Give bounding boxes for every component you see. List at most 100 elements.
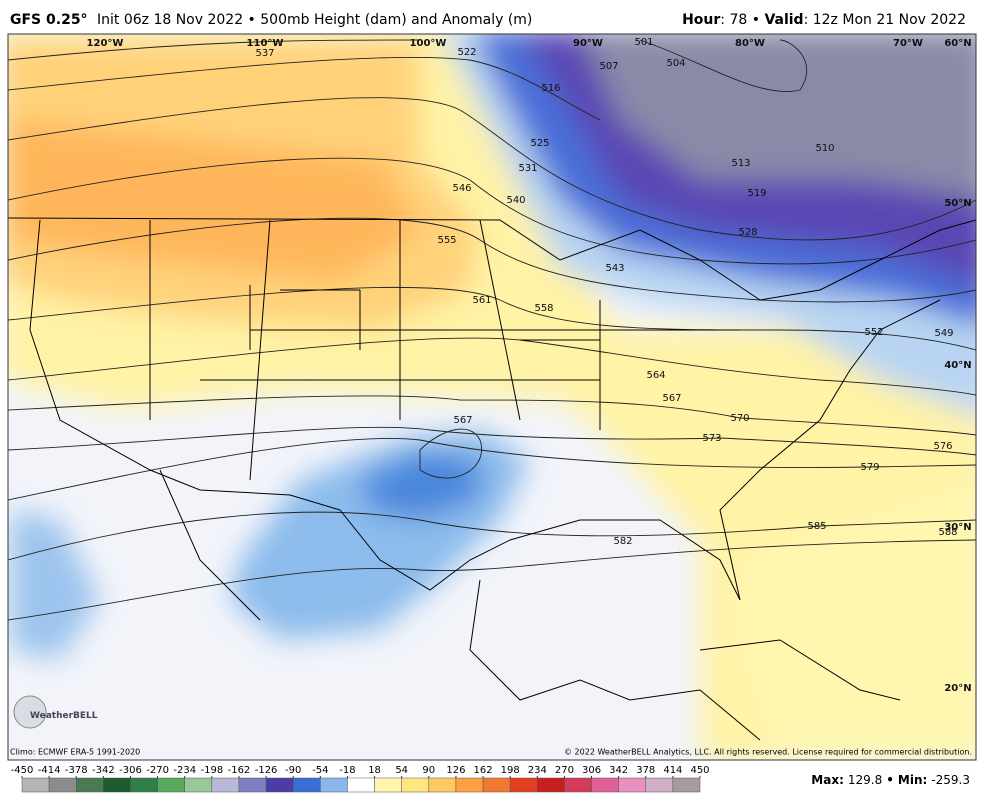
contour-label: 540 bbox=[506, 195, 525, 206]
contour-label: 561 bbox=[472, 295, 491, 306]
longitude-label: 110°W bbox=[247, 38, 284, 49]
colorbar-label: -234 bbox=[173, 765, 196, 776]
valid-time: Hour: 78 • Valid: 12z Mon 21 Nov 2022 bbox=[682, 12, 966, 28]
contour-label: 573 bbox=[702, 433, 721, 444]
map-frame bbox=[7, 33, 977, 761]
colorbar-swatch bbox=[482, 777, 511, 793]
colorbar-swatch bbox=[75, 777, 104, 793]
colorbar-swatch bbox=[265, 777, 294, 793]
contour-label: 570 bbox=[730, 413, 749, 424]
map: 120°W 110°W 100°W 90°W 80°W 70°W 60°N 50°N 40°N 3… bbox=[8, 34, 976, 760]
colorbar-label: 54 bbox=[395, 765, 408, 776]
longitude-label: 80°W bbox=[735, 38, 765, 49]
colorbar-label: 270 bbox=[555, 765, 574, 776]
colorbar-label: 198 bbox=[501, 765, 520, 776]
colorbar-label: 234 bbox=[528, 765, 547, 776]
colorbar-label: 342 bbox=[609, 765, 628, 776]
logo: WeatherBELL bbox=[13, 695, 98, 729]
colorbar-label: 90 bbox=[422, 765, 435, 776]
colorbar-label: -90 bbox=[285, 765, 301, 776]
colorbar-label: 306 bbox=[582, 765, 601, 776]
colorbar-label: 414 bbox=[663, 765, 682, 776]
stats-part: -259.3 bbox=[931, 773, 970, 787]
stats-part: Min: bbox=[898, 773, 927, 787]
title: Init 06z 18 Nov 2022 • 500mb Height (dam… bbox=[97, 12, 532, 28]
longitude-label: 70°W bbox=[893, 38, 923, 49]
colorbar-label: -18 bbox=[339, 765, 355, 776]
colorbar-swatch bbox=[591, 777, 619, 793]
colorbar-swatch bbox=[292, 777, 321, 793]
contour-label: 567 bbox=[662, 393, 681, 404]
colorbar-label: 126 bbox=[446, 765, 465, 776]
contour-label: 564 bbox=[646, 370, 665, 381]
contour-label: 576 bbox=[933, 441, 952, 452]
stats: Max: 129.8 • Min: -259.3 bbox=[811, 773, 970, 787]
model: GFS 0.25° bbox=[10, 12, 88, 28]
contour-label: 537 bbox=[255, 48, 274, 59]
colorbar-swatch bbox=[130, 777, 158, 793]
colorbar-swatch bbox=[184, 777, 213, 793]
contour-label: 525 bbox=[530, 138, 549, 149]
contour-label: 546 bbox=[452, 183, 471, 194]
colorbar-swatch bbox=[672, 777, 701, 793]
contour-label: 549 bbox=[934, 328, 953, 339]
longitude-label: 120°W bbox=[87, 38, 124, 49]
colorbar-label: 18 bbox=[368, 765, 381, 776]
logo-text: WeatherBELL bbox=[30, 711, 98, 721]
copyright: © 2022 WeatherBELL Analytics, LLC. All r… bbox=[564, 748, 972, 757]
colorbar-label: 450 bbox=[690, 765, 709, 776]
colorbar-swatch bbox=[238, 777, 267, 793]
colorbar-swatch bbox=[455, 777, 484, 793]
colorbar-label: -414 bbox=[38, 765, 61, 776]
contour-label: 510 bbox=[815, 143, 834, 154]
colorbar-swatch bbox=[374, 777, 402, 793]
colorbar-label: -342 bbox=[92, 765, 115, 776]
contour-label: 528 bbox=[738, 227, 757, 238]
contour-label: 543 bbox=[605, 263, 624, 274]
longitude-label: 60°N bbox=[944, 38, 971, 49]
contour-label: 501 bbox=[634, 37, 653, 48]
contour-label: 507 bbox=[599, 61, 618, 72]
colorbar-swatch bbox=[48, 777, 77, 793]
colorbar-swatch bbox=[645, 777, 674, 793]
colorbar-label: -126 bbox=[255, 765, 278, 776]
contour-label: 567 bbox=[453, 415, 472, 426]
colorbar-label: -54 bbox=[312, 765, 328, 776]
valid-part: : 78 • bbox=[720, 12, 764, 28]
valid-part: Hour bbox=[682, 12, 720, 28]
contour-label: 531 bbox=[518, 163, 537, 174]
colorbar-swatch bbox=[509, 777, 538, 793]
valid-part: : 12z Mon 21 Nov 2022 bbox=[804, 12, 966, 28]
colorbar-swatch bbox=[157, 777, 185, 793]
contour-label: 552 bbox=[864, 327, 883, 338]
colorbar-swatch bbox=[320, 777, 348, 793]
colorbar-label: -162 bbox=[228, 765, 251, 776]
colorbar-swatch bbox=[428, 777, 457, 793]
colorbar-swatch bbox=[401, 777, 430, 793]
contour-label: 585 bbox=[807, 521, 826, 532]
climo: Climo: ECMWF ERA-5 1991-2020 bbox=[10, 748, 140, 757]
contour-label: 579 bbox=[860, 462, 879, 473]
colorbar-swatch bbox=[564, 777, 592, 793]
colorbar-swatch bbox=[21, 777, 50, 793]
colorbar-label: -270 bbox=[146, 765, 169, 776]
colorbar-label: -450 bbox=[11, 765, 34, 776]
colorbar-swatch bbox=[211, 777, 240, 793]
latitude-label: 50°N bbox=[944, 198, 971, 209]
colorbar-label: -306 bbox=[119, 765, 142, 776]
stats-part: 129.8 bbox=[848, 773, 882, 787]
colorbar-swatch bbox=[347, 777, 375, 793]
contour-label: 582 bbox=[613, 536, 632, 547]
latitude-label: 30°N bbox=[944, 522, 971, 533]
contour-label: 555 bbox=[437, 235, 456, 246]
longitude-label: 100°W bbox=[410, 38, 447, 49]
colorbar-label: 162 bbox=[473, 765, 492, 776]
contour-label: 519 bbox=[747, 188, 766, 199]
contour-label: 513 bbox=[731, 158, 750, 169]
colorbar-swatch bbox=[103, 777, 131, 793]
colorbar-swatch bbox=[618, 777, 647, 793]
contour-label: 522 bbox=[457, 47, 476, 58]
colorbar-label: -198 bbox=[200, 765, 223, 776]
